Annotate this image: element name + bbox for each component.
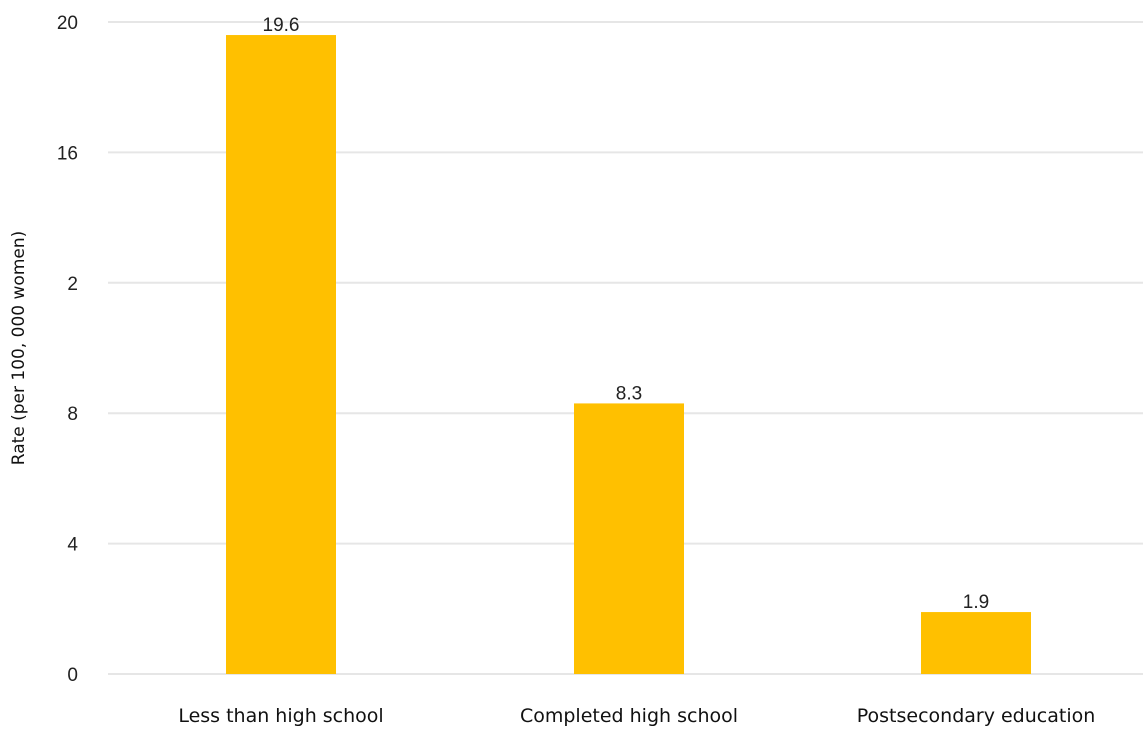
x-axis-category-labels: Less than high school Completed high scho… <box>178 705 1095 727</box>
y-tick-label: 20 <box>57 13 78 34</box>
data-label: 8.3 <box>616 383 642 404</box>
x-category-label: Postsecondary education <box>857 705 1096 727</box>
x-category-label: Less than high school <box>178 705 383 727</box>
x-category-label: Completed high school <box>520 705 738 727</box>
data-label: 19.6 <box>263 15 300 36</box>
y-tick-label: 16 <box>57 143 78 164</box>
data-label: 1.9 <box>963 592 989 613</box>
y-tick-label: 4 <box>67 535 78 556</box>
bar <box>921 612 1031 674</box>
data-labels: 19.6 8.3 1.9 <box>263 15 990 613</box>
bars <box>226 35 1031 675</box>
y-axis-title: Rate (per 100, 000 women) <box>9 231 29 466</box>
bar <box>226 35 336 675</box>
y-tick-label: 0 <box>67 665 78 686</box>
y-axis-tick-labels: 0 4 8 2 16 20 <box>57 13 79 686</box>
y-tick-label: 2 <box>67 274 78 295</box>
y-tick-label: 8 <box>67 404 78 425</box>
bar <box>574 403 684 674</box>
